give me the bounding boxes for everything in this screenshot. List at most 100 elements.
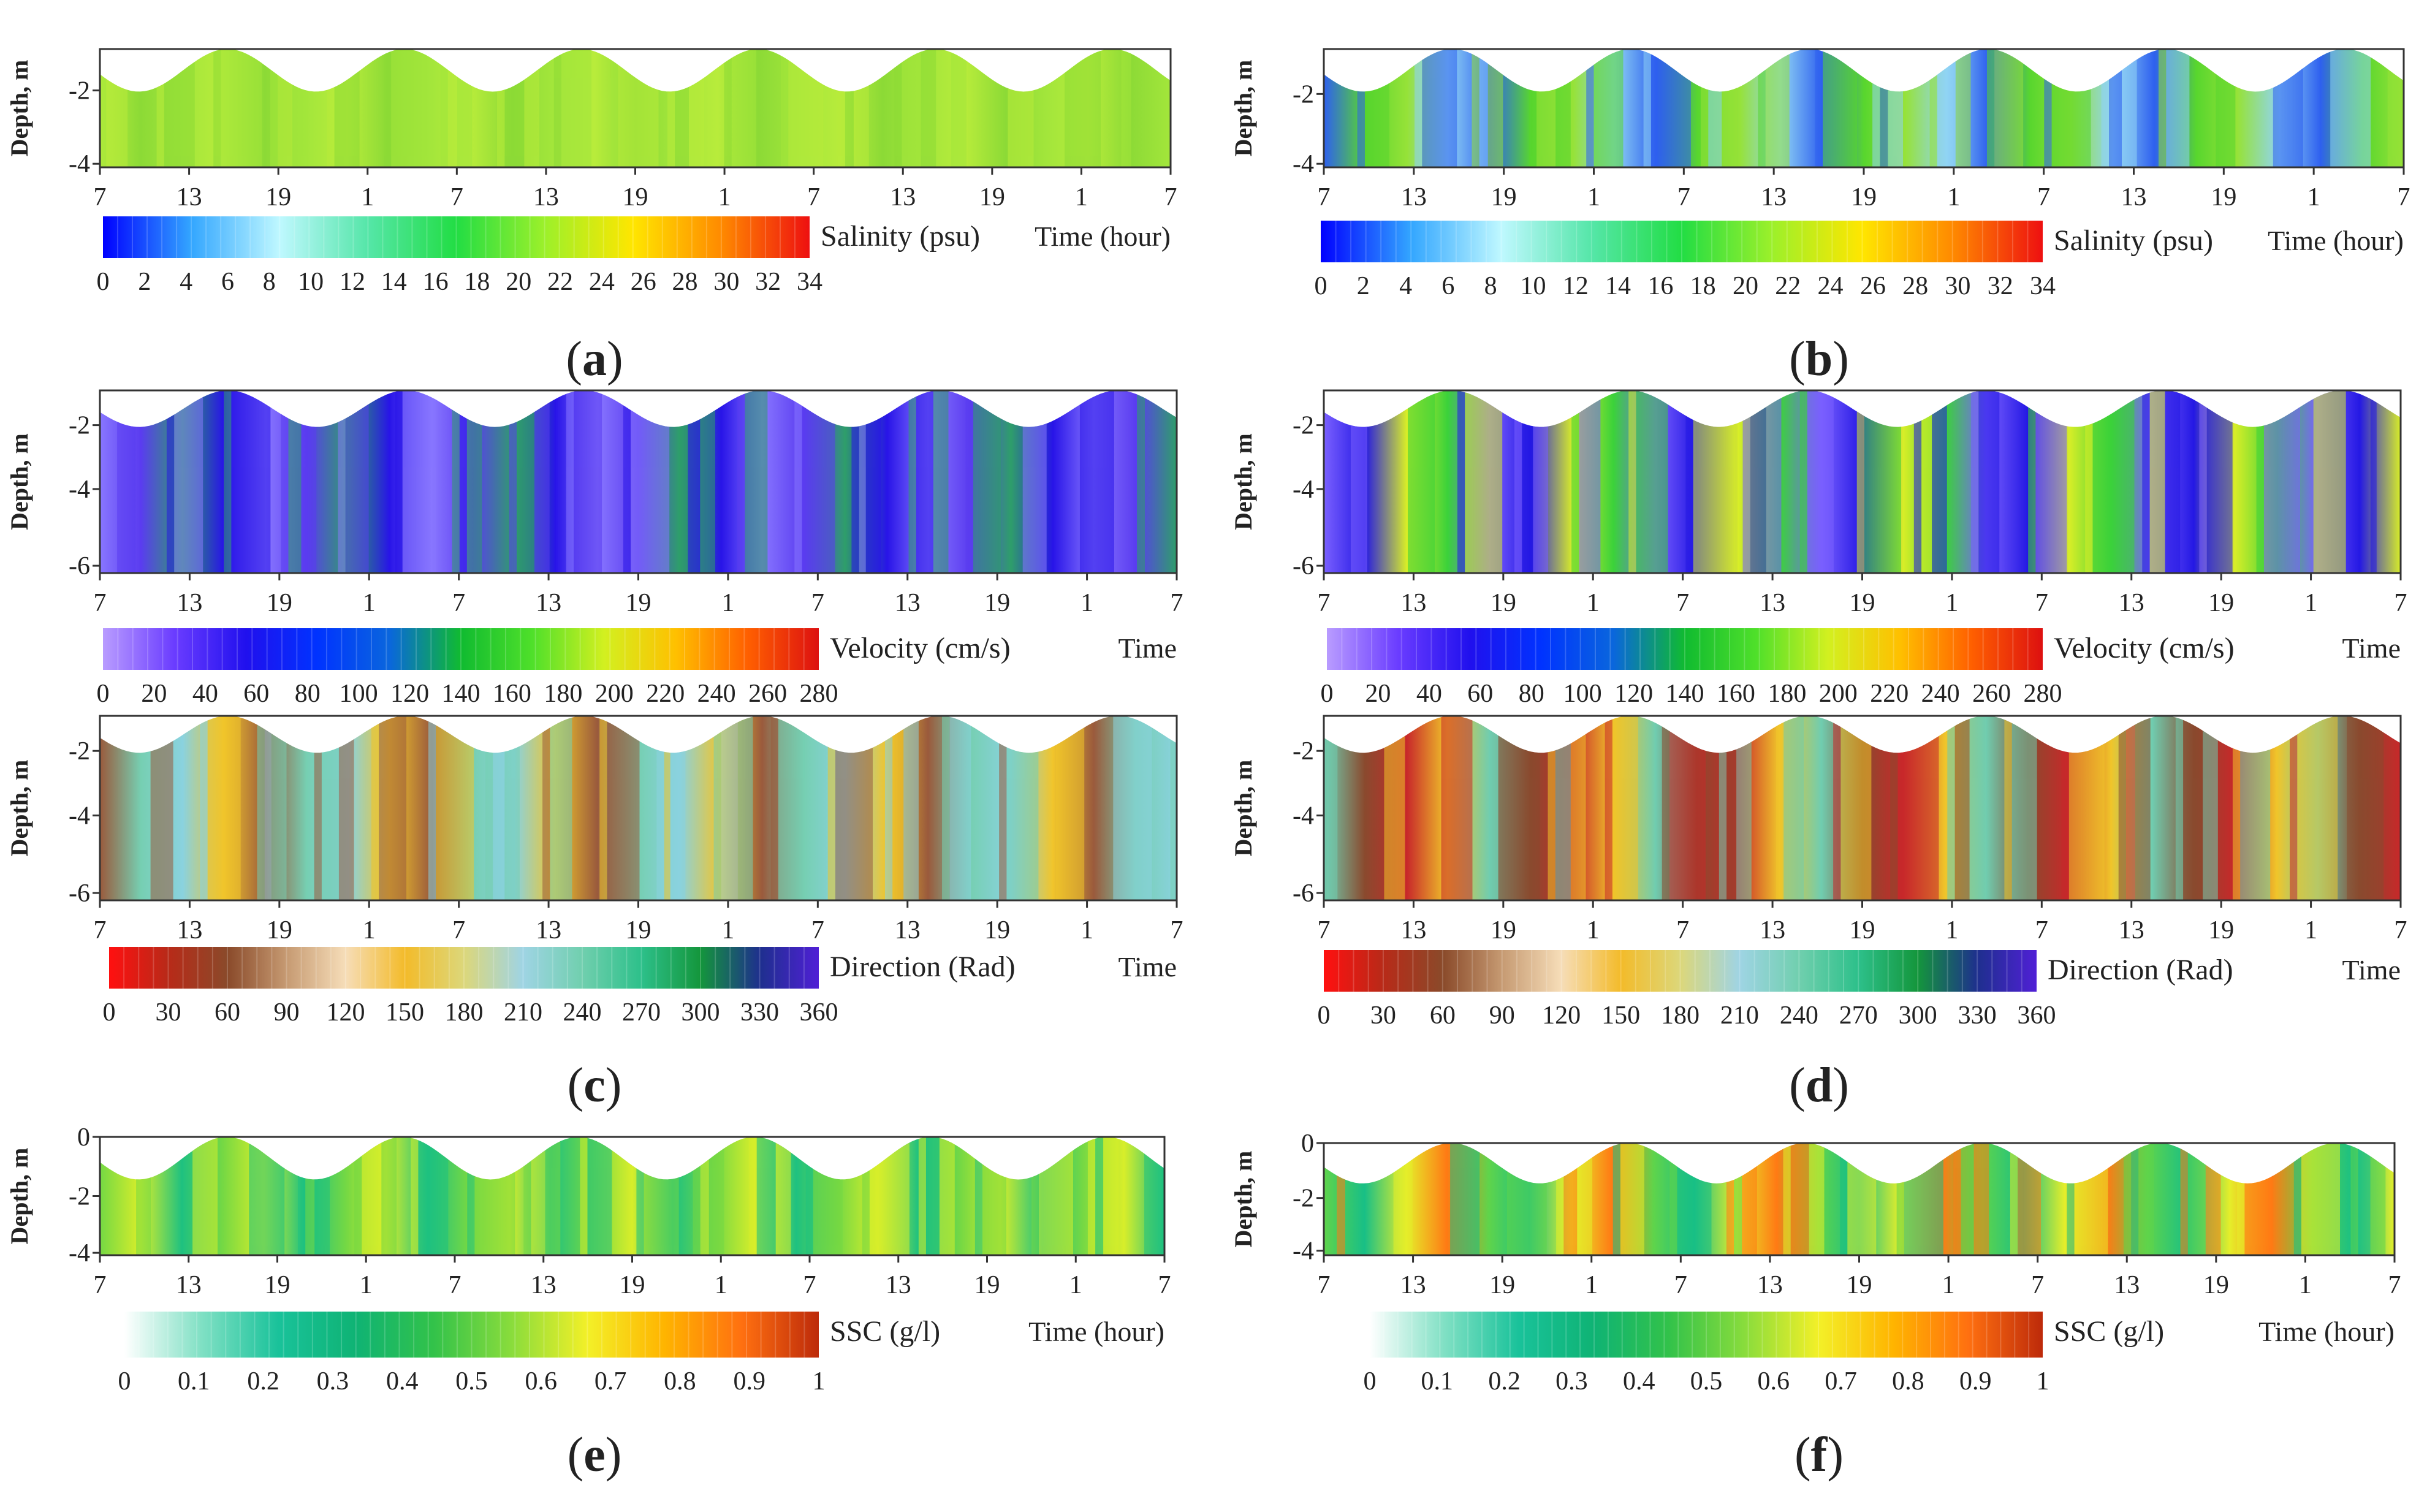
- colorbar-e: [124, 1312, 819, 1358]
- x-tick-label-b-2: 19: [1491, 183, 1517, 211]
- colorbar-tick-d_dir-4: 120: [1542, 1001, 1581, 1030]
- x-tick-label-b-4: 7: [1677, 183, 1690, 211]
- x-tick-label-d_dir-8: 7: [2035, 916, 2048, 944]
- x-tick-label-e-8: 7: [803, 1271, 816, 1299]
- x-tick-label-b-11: 1: [2307, 183, 2320, 211]
- x-tick-label-d_dir-9: 13: [2119, 916, 2144, 944]
- x-tick-label-a-9: 13: [890, 183, 916, 211]
- colorbar-tick-d_dir-2: 60: [1430, 1001, 1456, 1030]
- colorbar-tick-f-9: 0.9: [1959, 1367, 1992, 1396]
- time-label-e: Time (hour): [1028, 1316, 1164, 1347]
- panel-caption-f: (f): [1795, 1428, 1844, 1482]
- y-axis-label-d_dir: Depth, m: [1229, 760, 1257, 857]
- y-tick-label-c_vel-0: -2: [69, 412, 90, 440]
- colorbar-label-b: Salinity (psu): [2054, 224, 2213, 257]
- y-tick-label-d_vel-2: -6: [1293, 552, 1314, 580]
- colorbar-tick-e-8: 0.8: [664, 1367, 696, 1396]
- x-tick-label-b-9: 13: [2121, 183, 2147, 211]
- colorbar-tick-e-10: 1: [813, 1367, 826, 1396]
- x-tick-label-c_dir-3: 1: [363, 916, 376, 944]
- time-label-c_dir: Time: [1119, 951, 1177, 982]
- y-tick-label-a-1: -4: [69, 150, 90, 178]
- y-tick-label-c_dir-1: -4: [69, 802, 90, 830]
- colorbar-tick-e-6: 0.6: [525, 1367, 558, 1396]
- colorbar-tick-d_vel-5: 100: [1563, 680, 1602, 708]
- panel-f: Depth, m0-2-47 13 19 1 7 13 19 1 7 13 19 1 70 0.1 0.2 0…: [1229, 1130, 2401, 1482]
- colorbar-tick-c_vel-11: 220: [646, 680, 685, 708]
- x-tick-label-b-7: 1: [1947, 183, 1960, 211]
- y-tick-label-d_dir-0: -2: [1293, 737, 1314, 765]
- colorbar-b: [1321, 221, 2043, 262]
- y-tick-label-d_vel-0: -2: [1293, 412, 1314, 440]
- x-tick-label-e-11: 1: [1069, 1271, 1082, 1299]
- colorbar-tick-d_dir-1: 30: [1370, 1001, 1396, 1030]
- x-tick-label-d_vel-7: 1: [1945, 589, 1958, 617]
- colorbar-tick-b-3: 6: [1441, 272, 1454, 300]
- colorbar-tick-d_vel-9: 180: [1768, 680, 1806, 708]
- colorbar-tick-c_vel-1: 20: [141, 680, 167, 708]
- x-tick-label-d_dir-7: 1: [1945, 916, 1958, 944]
- y-tick-label-f-2: -4: [1293, 1237, 1314, 1266]
- colorbar-tick-c_dir-4: 120: [327, 998, 365, 1027]
- x-tick-label-a-0: 7: [94, 183, 107, 211]
- colorbar-tick-e-5: 0.5: [455, 1367, 488, 1396]
- colorbar-tick-f-7: 0.7: [1825, 1367, 1857, 1396]
- colorbar-tick-d_vel-2: 40: [1416, 680, 1442, 708]
- colorbar-tick-b-4: 8: [1484, 272, 1497, 300]
- colorbar-tick-d_dir-7: 210: [1720, 1001, 1759, 1030]
- x-tick-label-a-6: 19: [623, 183, 648, 211]
- colorbar-tick-b-1: 2: [1357, 272, 1370, 300]
- x-tick-label-d_dir-3: 1: [1587, 916, 1600, 944]
- x-tick-label-b-5: 13: [1761, 183, 1787, 211]
- time-label-d_vel: Time: [2342, 633, 2401, 664]
- x-tick-label-c_dir-1: 13: [177, 916, 202, 944]
- colorbar-tick-d_vel-13: 260: [1972, 680, 2011, 708]
- x-tick-label-d_dir-4: 7: [1676, 916, 1689, 944]
- colorbar-a: [103, 216, 810, 258]
- colorbar-tick-a-8: 16: [423, 268, 449, 296]
- x-tick-label-e-5: 13: [531, 1271, 556, 1299]
- panel-caption-b: (b): [1789, 332, 1849, 386]
- x-tick-label-f-0: 7: [1318, 1271, 1331, 1299]
- panel-d_dir: Depth, m-2-4-67 13 19 1 7 13 19 1 7 13 19 1 70 30 60 90…: [1229, 715, 2407, 1030]
- x-tick-label-c_vel-3: 1: [363, 589, 376, 617]
- colorbar-tick-c_dir-12: 360: [800, 998, 838, 1027]
- x-tick-label-f-12: 7: [2388, 1271, 2401, 1299]
- panel-caption-a: (a): [566, 332, 623, 386]
- colorbar-tick-a-2: 4: [180, 268, 192, 296]
- colorbar-tick-c_vel-7: 140: [442, 680, 480, 708]
- x-tick-label-f-9: 13: [2114, 1271, 2140, 1299]
- colorbar-c_vel: [103, 628, 819, 670]
- y-axis-label-b: Depth, m: [1229, 60, 1257, 157]
- x-tick-label-a-1: 13: [177, 183, 202, 211]
- colorbar-tick-b-8: 16: [1647, 272, 1673, 300]
- colorbar-tick-c_vel-12: 240: [697, 680, 736, 708]
- colorbar-tick-f-0: 0: [1364, 1367, 1377, 1396]
- colorbar-tick-d_vel-6: 120: [1614, 680, 1653, 708]
- colorbar-tick-c_vel-6: 120: [390, 680, 429, 708]
- colorbar-tick-a-14: 28: [672, 268, 698, 296]
- x-tick-label-c_vel-0: 7: [94, 589, 107, 617]
- colorbar-tick-c_dir-6: 180: [445, 998, 484, 1027]
- x-tick-label-d_dir-0: 7: [1318, 916, 1331, 944]
- texture-b: [1357, 49, 2402, 167]
- colorbar-tick-c_dir-10: 300: [682, 998, 720, 1027]
- panel-a: Depth, m -2-47 13 19 1 7 13 19 1 7 13 19 1 70 2 4 6 8 10 12…: [6, 48, 1177, 386]
- x-tick-label-a-2: 19: [265, 183, 291, 211]
- colorbar-tick-f-4: 0.4: [1623, 1367, 1655, 1396]
- colorbar-tick-e-0: 0: [118, 1367, 131, 1396]
- x-tick-label-d_vel-4: 7: [1676, 589, 1689, 617]
- colorbar-tick-a-1: 2: [138, 268, 151, 296]
- colorbar-tick-b-13: 26: [1860, 272, 1886, 300]
- x-tick-label-c_vel-12: 7: [1171, 589, 1183, 617]
- colorbar-tick-c_vel-5: 100: [340, 680, 378, 708]
- x-tick-label-d_vel-9: 13: [2119, 589, 2144, 617]
- colorbar-tick-d_dir-11: 330: [1958, 1001, 1997, 1030]
- colorbar-tick-c_dir-9: 270: [622, 998, 661, 1027]
- colorbar-tick-d_dir-3: 90: [1489, 1001, 1515, 1030]
- panel-d_vel: Depth, m-2-4-67 13 19 1 7 13 19 1 7 13 19 1 70 20 40 60…: [1229, 389, 2407, 1112]
- y-tick-label-b-0: -2: [1293, 80, 1314, 108]
- time-label-a: Time (hour): [1035, 221, 1171, 252]
- colorbar-tick-a-13: 26: [631, 268, 656, 296]
- x-tick-label-c_dir-0: 7: [94, 916, 107, 944]
